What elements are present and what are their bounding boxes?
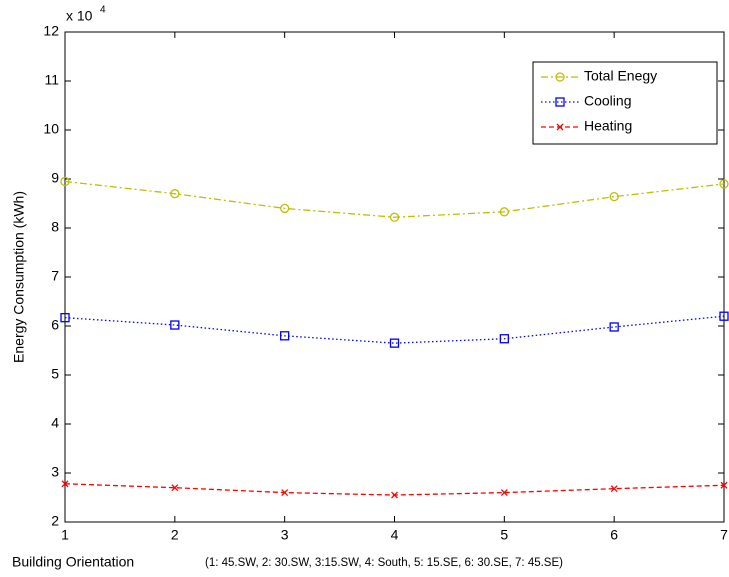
- y-tick-label: 2: [51, 513, 59, 529]
- y-tick-label: 10: [43, 121, 59, 137]
- x-tick-label: 2: [171, 527, 179, 543]
- data-point: [609, 322, 619, 332]
- y-tick-label: 11: [44, 72, 59, 88]
- x-axis-label: Building Orientation: [12, 554, 134, 570]
- legend-label: Heating: [584, 118, 632, 134]
- x-tick-label: 1: [61, 527, 69, 543]
- y-tick-label: 12: [43, 23, 59, 39]
- y-tick-label: 9: [51, 170, 59, 186]
- legend-marker: [556, 123, 564, 131]
- y-tick-label: 8: [51, 219, 59, 235]
- legend-marker: [555, 72, 565, 82]
- x-axis-note: (1: 45.SW, 2: 30.SW, 3:15.SW, 4: South, …: [205, 557, 563, 569]
- y-axis-label: Energy Consumption (kWh): [11, 191, 27, 363]
- data-point: [281, 489, 289, 497]
- x-tick-label: 5: [500, 527, 508, 543]
- y-multiplier: x 10: [66, 8, 93, 24]
- y-multiplier-exponent: 4: [100, 5, 106, 16]
- data-point: [60, 313, 70, 323]
- y-tick-label: 3: [51, 464, 59, 480]
- legend: Total Enegy Cooling Heating: [532, 61, 718, 145]
- data-point: [719, 179, 729, 189]
- legend-marker: [555, 97, 565, 107]
- data-point: [391, 491, 398, 499]
- y-tick-label: 7: [51, 268, 59, 284]
- series-line: [64, 180, 725, 218]
- data-point: [60, 176, 70, 187]
- data-point: [280, 331, 290, 341]
- legend-label: Cooling: [584, 93, 631, 109]
- data-point: [389, 338, 400, 348]
- y-tick-label: 6: [51, 317, 59, 333]
- data-point: [61, 480, 69, 488]
- y-tick-label: 4: [51, 415, 59, 431]
- data-point: [499, 334, 509, 344]
- data-point: [389, 212, 400, 222]
- data-point: [610, 485, 618, 493]
- x-tick-label: 7: [720, 527, 728, 543]
- legend-label: Total Enegy: [584, 68, 657, 84]
- data-point: [280, 203, 290, 214]
- data-point: [170, 320, 180, 330]
- x-tick-label: 6: [610, 527, 618, 543]
- x-tick-label: 4: [391, 527, 399, 543]
- data-point: [500, 489, 508, 497]
- data-point: [609, 191, 619, 202]
- data-point: [171, 484, 179, 492]
- y-tick-label: 5: [51, 366, 59, 382]
- x-tick-label: 3: [281, 527, 289, 543]
- data-point: [719, 311, 729, 321]
- data-point: [720, 481, 728, 489]
- data-point: [499, 207, 509, 217]
- data-point: [170, 189, 180, 199]
